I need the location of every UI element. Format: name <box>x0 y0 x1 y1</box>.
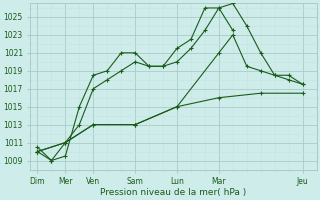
X-axis label: Pression niveau de la mer( hPa ): Pression niveau de la mer( hPa ) <box>100 188 247 197</box>
